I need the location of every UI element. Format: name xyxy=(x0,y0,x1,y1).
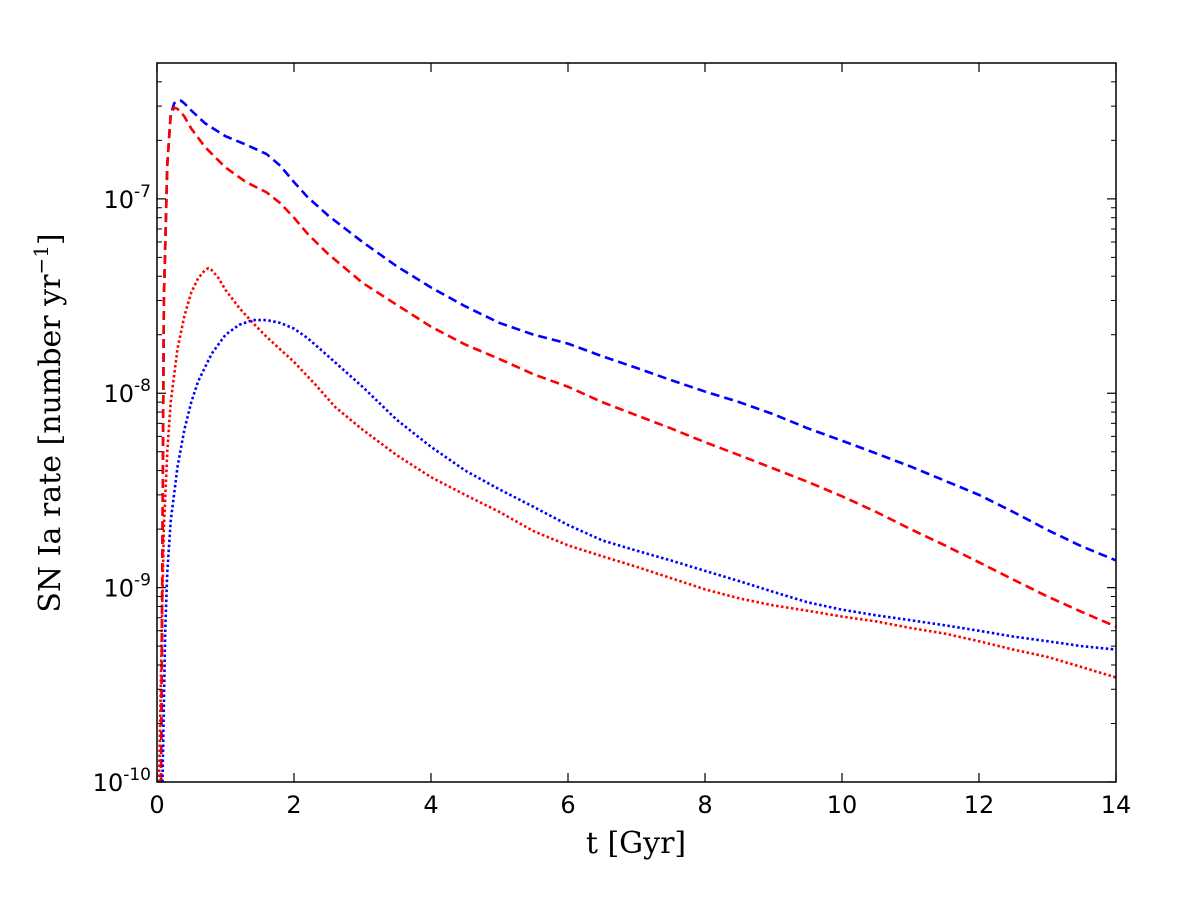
y-axis-title-exponent: −1 xyxy=(29,245,53,274)
plot-frame xyxy=(156,62,1117,783)
x-tick-label: 0 xyxy=(149,791,164,819)
x-tick-label: 8 xyxy=(697,791,712,819)
y-tick-label: 10-10 xyxy=(93,765,151,797)
x-tick-label: 10 xyxy=(827,791,858,819)
y-tick-label: 10-8 xyxy=(104,376,152,408)
plot-area-border xyxy=(156,62,1117,783)
series-layer xyxy=(157,99,1116,782)
tick-layer: 0 2 4 6 8 10 12 14 10-10 10-9 10-8 10-7 xyxy=(93,63,1132,819)
y-axis-title: SN Ia rate [number yr−1] xyxy=(29,233,68,612)
series-line-2-dashed xyxy=(159,106,1116,782)
x-tick-label: 6 xyxy=(560,791,575,819)
x-axis-title: t [Gyr] xyxy=(586,826,686,861)
y-axis-title-main: SN Ia rate [number yr xyxy=(33,274,68,613)
x-tick-label: 4 xyxy=(423,791,438,819)
series-line-4-dotted xyxy=(161,318,1116,782)
y-axis-title-close: ] xyxy=(33,233,68,245)
x-tick-label: 12 xyxy=(964,791,995,819)
y-tick-label: 10-9 xyxy=(104,571,152,603)
x-tick-label: 2 xyxy=(286,791,301,819)
y-tick-label: 10-7 xyxy=(104,182,152,214)
series-line-3-dotted xyxy=(157,266,1116,782)
x-tick-label: 14 xyxy=(1101,791,1132,819)
series-line-1-dashed xyxy=(159,99,1116,782)
